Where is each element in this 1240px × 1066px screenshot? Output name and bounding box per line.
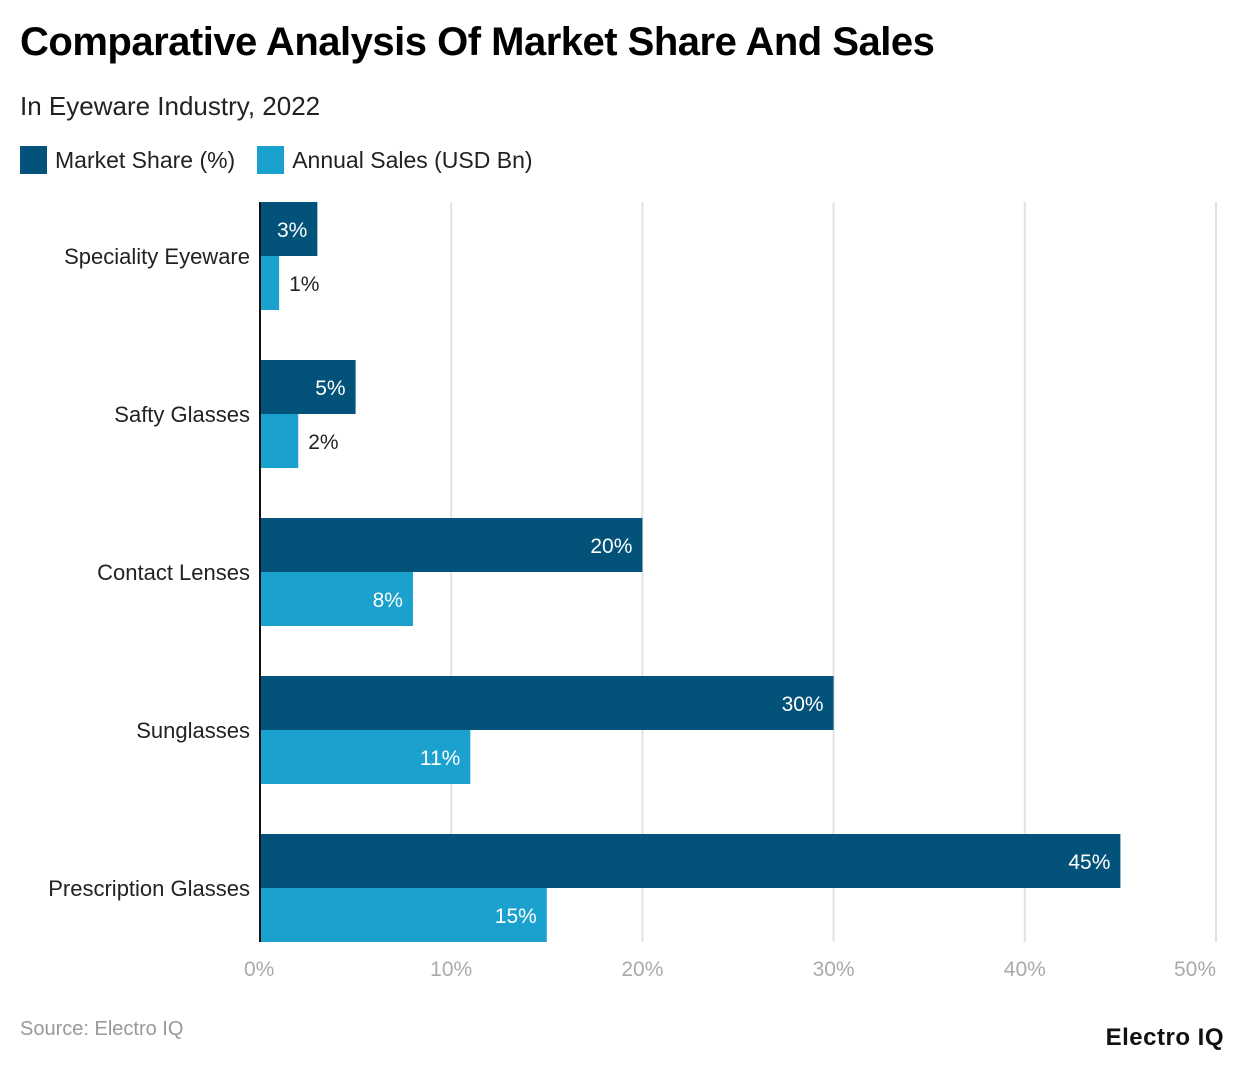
category-label: Safty Glasses — [114, 402, 250, 427]
bar-annual-sales — [260, 730, 471, 784]
bar-market-share — [260, 360, 356, 414]
x-tick-label: 50% — [1174, 958, 1216, 981]
legend-label: Market Share (%) — [55, 146, 236, 173]
x-tick-label: 10% — [430, 958, 472, 981]
x-tick-label: 30% — [813, 958, 855, 981]
bar-market-share — [260, 202, 318, 256]
data-label: 5% — [315, 377, 345, 400]
category-label: Speciality Eyeware — [64, 244, 250, 269]
legend-swatch-annual-sales — [257, 146, 285, 174]
legend: Market Share (%) Annual Sales (USD Bn) — [20, 146, 555, 174]
bar-annual-sales — [260, 256, 280, 310]
chart-subtitle: In Eyeware Industry, 2022 — [20, 91, 321, 121]
bar-annual-sales — [260, 414, 299, 468]
data-label: 8% — [373, 589, 403, 612]
data-label: 3% — [277, 219, 307, 242]
bar-market-share — [260, 834, 1121, 888]
source-note: Source: Electro IQ — [20, 1018, 184, 1040]
data-label: 30% — [782, 693, 824, 716]
x-tick-label: 40% — [1004, 958, 1046, 981]
category-label: Contact Lenses — [97, 560, 250, 585]
legend-item-market-share: Market Share (%) — [20, 146, 235, 174]
legend-swatch-market-share — [20, 146, 47, 174]
category-label: Sunglasses — [136, 718, 250, 743]
bar-market-share — [260, 676, 834, 730]
x-tick-label: 20% — [621, 958, 663, 981]
data-label: 1% — [289, 273, 319, 296]
chart-title: Comparative Analysis Of Market Share And… — [20, 20, 935, 64]
bar-annual-sales — [260, 888, 547, 942]
electro-iq-logo: Electro IQ — [1105, 1024, 1224, 1051]
data-label: 2% — [308, 431, 338, 454]
x-tick-label: 0% — [244, 958, 274, 981]
bar-annual-sales — [260, 572, 413, 626]
legend-label: Annual Sales (USD Bn) — [292, 146, 533, 173]
data-label: 20% — [590, 535, 632, 558]
bar-market-share — [260, 518, 643, 572]
legend-item-annual-sales: Annual Sales (USD Bn) — [257, 146, 533, 174]
category-label: Prescription Glasses — [48, 876, 250, 901]
data-label: 45% — [1068, 851, 1110, 874]
data-label: 15% — [495, 905, 537, 928]
data-label: 11% — [420, 747, 460, 770]
